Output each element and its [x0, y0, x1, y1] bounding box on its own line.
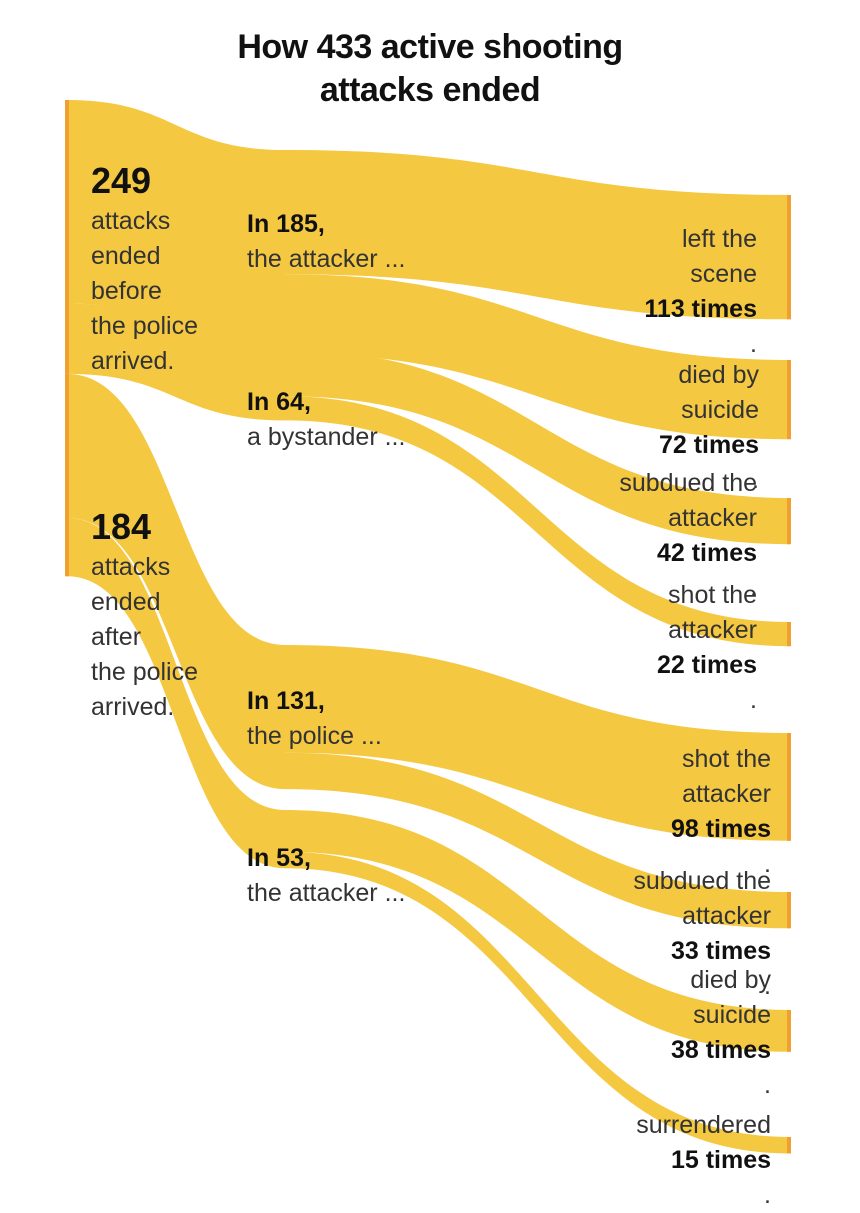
outcome-pre: suicide — [693, 1001, 771, 1029]
outcome-post: . — [750, 574, 757, 602]
label-text: the police ... — [247, 722, 382, 750]
outcome-suicide-after: died by suicide 38 times. — [671, 963, 771, 1103]
outcome-post: . — [752, 466, 759, 494]
outcome-pre: attacker — [668, 504, 757, 532]
label-bold: In 64, — [247, 388, 311, 416]
outcome-bystander-shot: shot the attacker 22 times. — [657, 578, 757, 718]
label-text: attacks — [91, 553, 171, 581]
label-text: after — [91, 623, 142, 651]
outcome-bar-7 — [787, 1137, 791, 1154]
outcome-bar-2 — [787, 498, 791, 545]
label-text: arrived. — [91, 347, 175, 375]
stage1-bar-0 — [65, 100, 69, 374]
outcome-post: . — [750, 330, 757, 358]
outcome-pre: attacker — [682, 902, 771, 930]
flow-1 — [67, 303, 285, 421]
outcome-pre: scene — [690, 260, 757, 288]
outcome-line: subdued the — [619, 469, 757, 497]
flow-outcome-7 — [285, 851, 790, 1154]
value-after-police: 184 — [91, 506, 152, 547]
label-after-police: 184 attacks ended after the police arriv… — [91, 506, 198, 725]
label-text: ended — [91, 588, 161, 616]
outcome-post: . — [764, 1071, 771, 1099]
outcome-line: shot the — [682, 745, 771, 773]
label-bold: In 185, — [247, 210, 325, 238]
outcome-left-scene: left the scene 113 times. — [644, 222, 757, 362]
label-text: the police — [91, 658, 199, 686]
outcome-line: surrendered — [636, 1111, 771, 1139]
label-police: In 131, the police ... — [247, 684, 382, 754]
outcome-count: 42 times — [656, 539, 757, 567]
outcome-bar-4 — [787, 733, 791, 841]
label-text: a bystander ... — [247, 423, 406, 451]
label-text: the police — [91, 312, 199, 340]
outcome-bystander-subdued: subdued the attacker 42 times. — [619, 466, 757, 606]
outcome-count: 38 times — [670, 1036, 771, 1064]
label-text: before — [91, 277, 162, 305]
label-text: the attacker ... — [247, 245, 406, 273]
outcome-line: left the — [681, 225, 757, 253]
outcome-count: 33 times — [670, 937, 771, 965]
outcome-suicide-before: died by suicide 72 times. — [659, 358, 759, 498]
outcome-bar-3 — [787, 622, 791, 647]
flow-0 — [67, 100, 285, 354]
label-attacker-before: In 185, the attacker ... — [247, 207, 405, 277]
label-before-police: 249 attacks ended before the police arri… — [91, 160, 198, 379]
outcome-surrendered: surrendered 15 times. — [636, 1108, 771, 1213]
outcome-count: 15 times — [670, 1146, 771, 1174]
flow-outcome-3 — [285, 396, 790, 647]
flow-2 — [67, 373, 285, 790]
flow-outcome-0 — [285, 150, 790, 320]
flow-outcome-1 — [285, 274, 790, 440]
outcome-line: died by — [678, 361, 759, 389]
label-text: the attacker ... — [247, 879, 406, 907]
label-text: ended — [91, 242, 161, 270]
outcome-post: . — [764, 1181, 771, 1209]
outcome-bar-0 — [787, 195, 791, 320]
title-line-2: attacks ended — [319, 71, 541, 109]
outcome-line: subdued the — [633, 867, 771, 895]
label-text: arrived. — [91, 693, 175, 721]
outcome-bar-5 — [787, 892, 791, 929]
outcome-line: shot the — [668, 581, 757, 609]
outcome-post: . — [764, 850, 771, 878]
outcome-post: . — [764, 972, 771, 1000]
outcome-count: 113 times — [644, 295, 757, 323]
outcome-count: 98 times — [670, 815, 771, 843]
value-before-police: 249 — [91, 160, 152, 201]
flow-outcome-5 — [285, 752, 790, 929]
outcome-bar-6 — [787, 1010, 791, 1052]
outcome-pre: suicide — [681, 396, 759, 424]
label-attacker-after: In 53, the attacker ... — [247, 841, 405, 911]
label-bold: In 131, — [247, 687, 325, 715]
outcome-pre: attacker — [682, 780, 771, 808]
label-bystander: In 64, a bystander ... — [247, 385, 405, 455]
outcome-count: 72 times — [658, 431, 759, 459]
stage1-bar-1 — [65, 373, 69, 577]
flow-outcome-4 — [285, 645, 790, 841]
flow-3 — [67, 518, 285, 869]
label-text: attacks — [91, 207, 171, 235]
title-line-1: How 433 active shooting — [237, 28, 623, 66]
flow-outcome-6 — [285, 810, 790, 1052]
outcome-count: 22 times — [656, 651, 757, 679]
outcome-police-shot: shot the attacker 98 times. — [671, 742, 771, 882]
label-bold: In 53, — [247, 844, 311, 872]
outcome-bar-1 — [787, 360, 791, 440]
chart-title: How 433 active shooting attacks ended — [0, 26, 860, 112]
flow-outcome-2 — [285, 350, 790, 545]
outcome-line: died by — [690, 966, 771, 994]
outcome-post: . — [750, 686, 757, 714]
outcome-pre: attacker — [668, 616, 757, 644]
outcome-police-subdued: subdued the attacker 33 times. — [633, 864, 771, 1004]
